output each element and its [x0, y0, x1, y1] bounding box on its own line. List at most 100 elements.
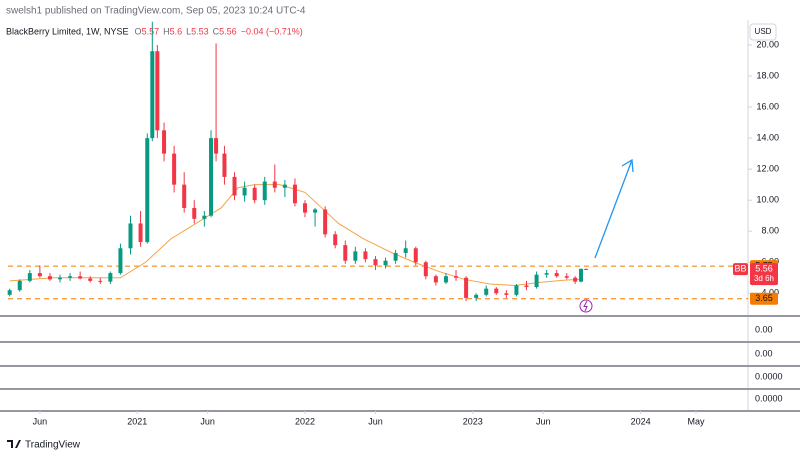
candle-body [162, 130, 167, 154]
candle-body [7, 290, 12, 295]
candle-body [333, 234, 338, 246]
event-icon [583, 300, 588, 312]
level-label: 3.65 [755, 293, 773, 303]
subpane-label: 0.0000 [755, 371, 783, 381]
candle-body [88, 278, 93, 281]
candle-body [323, 209, 328, 235]
y-tick-label: 10.00 [756, 195, 779, 205]
y-tick-label: 18.00 [756, 70, 779, 80]
candle-body [232, 176, 237, 196]
price-box [750, 263, 778, 286]
x-tick-label: Jun [536, 416, 551, 426]
candle-body [464, 277, 469, 298]
legend-change: −0.04 (−0.71%) [241, 26, 303, 36]
x-tick-label: May [687, 416, 705, 426]
candle-body [564, 276, 569, 278]
candle-body [214, 138, 219, 154]
candle-body [454, 276, 459, 278]
price-label: 5.56 [755, 263, 773, 273]
symbol-label: BB [734, 263, 746, 273]
candle-body [514, 285, 519, 295]
y-tick-label: 4.00 [761, 288, 779, 298]
candle-body [37, 273, 42, 277]
candle-body [150, 51, 155, 139]
candle-body [443, 276, 448, 283]
y-tick-label: 20.00 [756, 39, 779, 49]
candle-body [155, 51, 160, 131]
candle-body [353, 251, 358, 261]
candle-body [433, 276, 438, 283]
level-box [750, 292, 778, 305]
candle-body [27, 273, 32, 281]
candle-body [78, 276, 83, 279]
candle-body [47, 276, 52, 280]
legend-letter: L [186, 26, 191, 36]
candle-body [17, 280, 22, 291]
legend-letter: H [163, 26, 170, 36]
candle-body [403, 248, 408, 253]
legend-letter: O [135, 26, 142, 36]
candle-body [579, 268, 584, 282]
countdown-label: 3d 6h [754, 274, 774, 283]
candle-body [504, 293, 509, 295]
candle-body [128, 223, 133, 249]
candle-body [68, 276, 73, 278]
subpane-label: 0.0000 [755, 393, 783, 403]
candle-body [343, 245, 348, 261]
y-tick-label: 12.00 [756, 164, 779, 174]
x-tick-label: 2022 [295, 416, 315, 426]
x-tick-label: 2024 [631, 416, 651, 426]
y-tick-label: 16.00 [756, 101, 779, 111]
annotation-arrow [594, 158, 634, 259]
candle-body [118, 248, 123, 274]
x-tick-label: Jun [33, 416, 48, 426]
candle-body [383, 260, 388, 266]
candle-body [209, 138, 214, 216]
ma-line [9, 184, 582, 287]
candle-body [192, 207, 197, 219]
candle-body [313, 209, 318, 213]
legend-value: 5.6 [170, 26, 183, 36]
x-tick-label: 2023 [463, 416, 483, 426]
currency-label[interactable]: USD [755, 27, 772, 36]
candle-body [58, 277, 63, 280]
candle-body [573, 277, 578, 282]
legend-title: BlackBerry Limited, 1W, NYSE [6, 26, 129, 36]
logo-icon [7, 440, 21, 448]
symbol-box [733, 263, 748, 276]
legend-value: 5.57 [142, 26, 160, 36]
footer-logo: TradingView [7, 440, 81, 451]
candle-body [172, 153, 177, 185]
currency-button[interactable] [749, 23, 777, 41]
candle-body [242, 187, 247, 196]
candle-body [423, 262, 428, 277]
candle-body [292, 184, 297, 204]
candle-body [474, 294, 479, 298]
candle-body [138, 223, 143, 243]
y-tick-label: 8.00 [761, 226, 779, 236]
candle-body [303, 203, 308, 213]
candle-body [145, 138, 150, 243]
subpane-label: 0.00 [755, 348, 773, 358]
candle-body [108, 273, 113, 282]
candle-body [413, 248, 418, 263]
legend-value: 5.53 [191, 26, 209, 36]
candle-body [554, 273, 559, 277]
candle-body [494, 288, 499, 294]
y-tick-label: 14.00 [756, 132, 779, 142]
candle-body [98, 280, 103, 282]
candle-body [584, 268, 589, 270]
candle-body [222, 153, 227, 177]
x-tick-label: Jun [368, 416, 383, 426]
header: swelsh1 published on TradingView.com, Se… [6, 6, 306, 17]
candle-body [272, 181, 277, 188]
candle-body [393, 252, 398, 261]
subpanes [0, 315, 800, 412]
candle-body [544, 273, 549, 275]
legend-letter: C [213, 26, 220, 36]
footer-text: TradingView [25, 440, 81, 451]
candle-body [363, 251, 368, 260]
candle-body [252, 187, 257, 201]
